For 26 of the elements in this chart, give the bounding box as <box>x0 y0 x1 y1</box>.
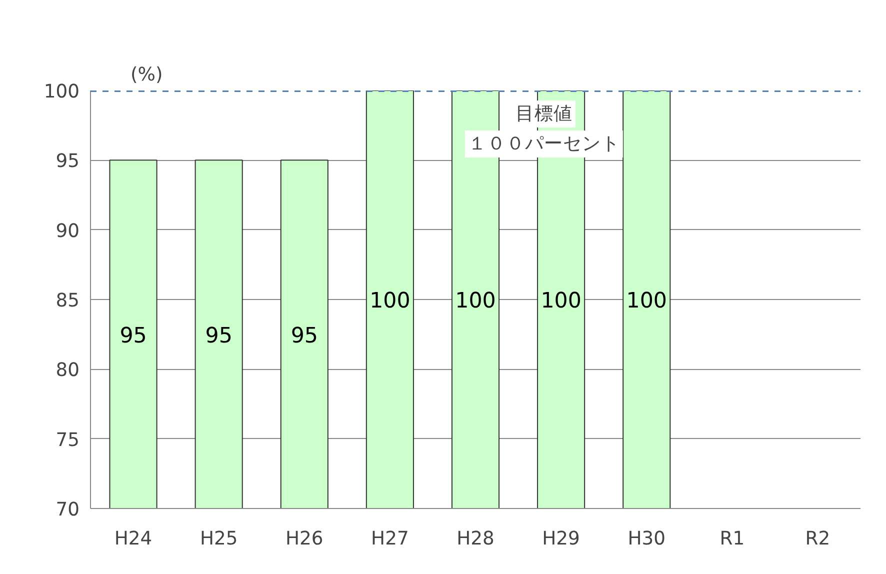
x-tick-label: R1 <box>720 528 745 550</box>
data-label: 95 <box>120 323 147 348</box>
x-tick-label: H27 <box>371 528 409 550</box>
annotation: １００パーセント <box>468 134 620 154</box>
y-tick-label: 85 <box>56 290 80 312</box>
x-tick-label: H30 <box>628 528 666 550</box>
y-tick-label: 100 <box>44 82 80 102</box>
data-label: 100 <box>455 288 496 314</box>
data-label: 100 <box>370 288 410 314</box>
y-tick-label: 90 <box>56 220 80 242</box>
y-tick-label: 95 <box>56 151 80 172</box>
y-tick-label: 80 <box>56 360 80 382</box>
x-tick-label: H24 <box>114 528 152 550</box>
y-tick-label: 70 <box>56 500 80 520</box>
x-tick-label: H26 <box>286 528 324 550</box>
x-tick-label: R2 <box>805 528 830 550</box>
y-axis-title: (%) <box>130 64 163 86</box>
y-tick-label: 75 <box>56 430 80 451</box>
data-label: 95 <box>290 323 318 348</box>
x-tick-label: H25 <box>200 528 238 550</box>
data-label: 100 <box>626 288 667 314</box>
data-label: 95 <box>205 323 232 348</box>
x-tick-label: H28 <box>456 528 494 550</box>
ref-line-label: 目標値 <box>515 104 572 124</box>
data-label: 100 <box>540 288 582 314</box>
x-tick-label: H29 <box>542 528 580 550</box>
